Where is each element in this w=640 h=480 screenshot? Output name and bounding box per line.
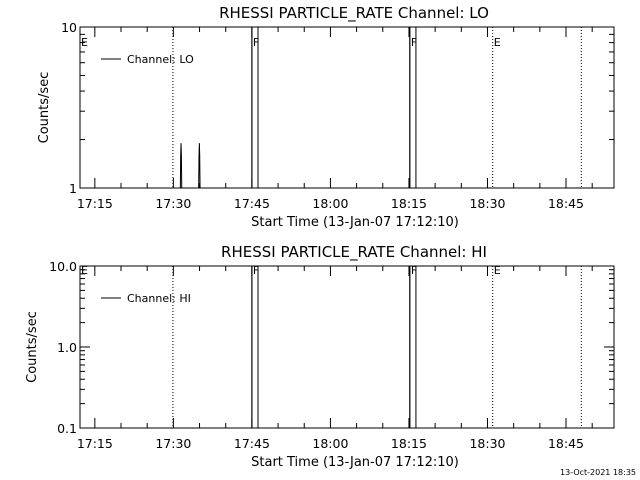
x-tick-label: 18:45 bbox=[548, 436, 584, 451]
marker-label-e: E bbox=[81, 264, 88, 277]
x-tick-label: 18:30 bbox=[469, 196, 505, 211]
y-axis-label: Counts/sec bbox=[25, 311, 40, 383]
legend-label: Channel: LO bbox=[127, 53, 194, 66]
chart-title: RHESSI PARTICLE_RATE Channel: LO bbox=[219, 4, 489, 23]
x-tick-label: 18:15 bbox=[391, 436, 427, 451]
x-tick-label: 17:15 bbox=[77, 196, 113, 211]
y-tick-label: 1 bbox=[69, 181, 77, 196]
chart-panel-lo: RHESSI PARTICLE_RATE Channel: LO 1 10 17:15… bbox=[37, 4, 615, 230]
x-tick-label: 18:00 bbox=[312, 196, 348, 211]
x-axis-label: Start Time (13-Jan-07 17:12:10) bbox=[251, 215, 459, 230]
data-spike bbox=[409, 27, 417, 188]
data-series-line bbox=[179, 143, 183, 189]
marker-label-e: E bbox=[81, 36, 88, 49]
x-tick-label: 17:15 bbox=[77, 436, 113, 451]
x-tick-label: 18:00 bbox=[312, 436, 348, 451]
x-tick-label: 17:45 bbox=[234, 436, 270, 451]
data-series-line bbox=[198, 143, 201, 189]
x-tick-label: 18:30 bbox=[469, 436, 505, 451]
data-spike bbox=[409, 266, 417, 428]
x-tick-label: 18:45 bbox=[548, 196, 584, 211]
marker-label-e: E bbox=[494, 264, 501, 277]
y-tick-label: 1.0 bbox=[57, 340, 77, 355]
data-spike bbox=[251, 27, 259, 188]
marker-label-f: F bbox=[411, 36, 417, 49]
chart-panel-hi: RHESSI PARTICLE_RATE Channel: HI 0.1 1.0 10… bbox=[25, 243, 615, 470]
x-axis-label: Start Time (13-Jan-07 17:12:10) bbox=[251, 455, 459, 470]
plot-frame bbox=[79, 26, 615, 189]
marker-label-f: F bbox=[411, 264, 417, 277]
plot-frame bbox=[79, 265, 615, 429]
y-tick-label: 10 bbox=[61, 20, 77, 35]
plot-timestamp: 13-Oct-2021 18:35 bbox=[560, 468, 636, 477]
y-tick-label: 0.1 bbox=[57, 421, 77, 436]
y-tick-label: 10.0 bbox=[49, 259, 77, 274]
marker-label-e: E bbox=[494, 36, 501, 49]
y-axis-label: Counts/sec bbox=[37, 72, 52, 144]
marker-label-f: F bbox=[253, 264, 259, 277]
x-tick-label: 17:30 bbox=[155, 196, 191, 211]
marker-label-f: F bbox=[253, 36, 259, 49]
chart-title: RHESSI PARTICLE_RATE Channel: HI bbox=[221, 243, 487, 262]
x-tick-label: 17:45 bbox=[234, 196, 270, 211]
legend-label: Channel: HI bbox=[127, 292, 191, 305]
x-tick-label: 17:30 bbox=[155, 436, 191, 451]
x-tick-label: 18:15 bbox=[391, 196, 427, 211]
data-spike bbox=[251, 266, 259, 428]
